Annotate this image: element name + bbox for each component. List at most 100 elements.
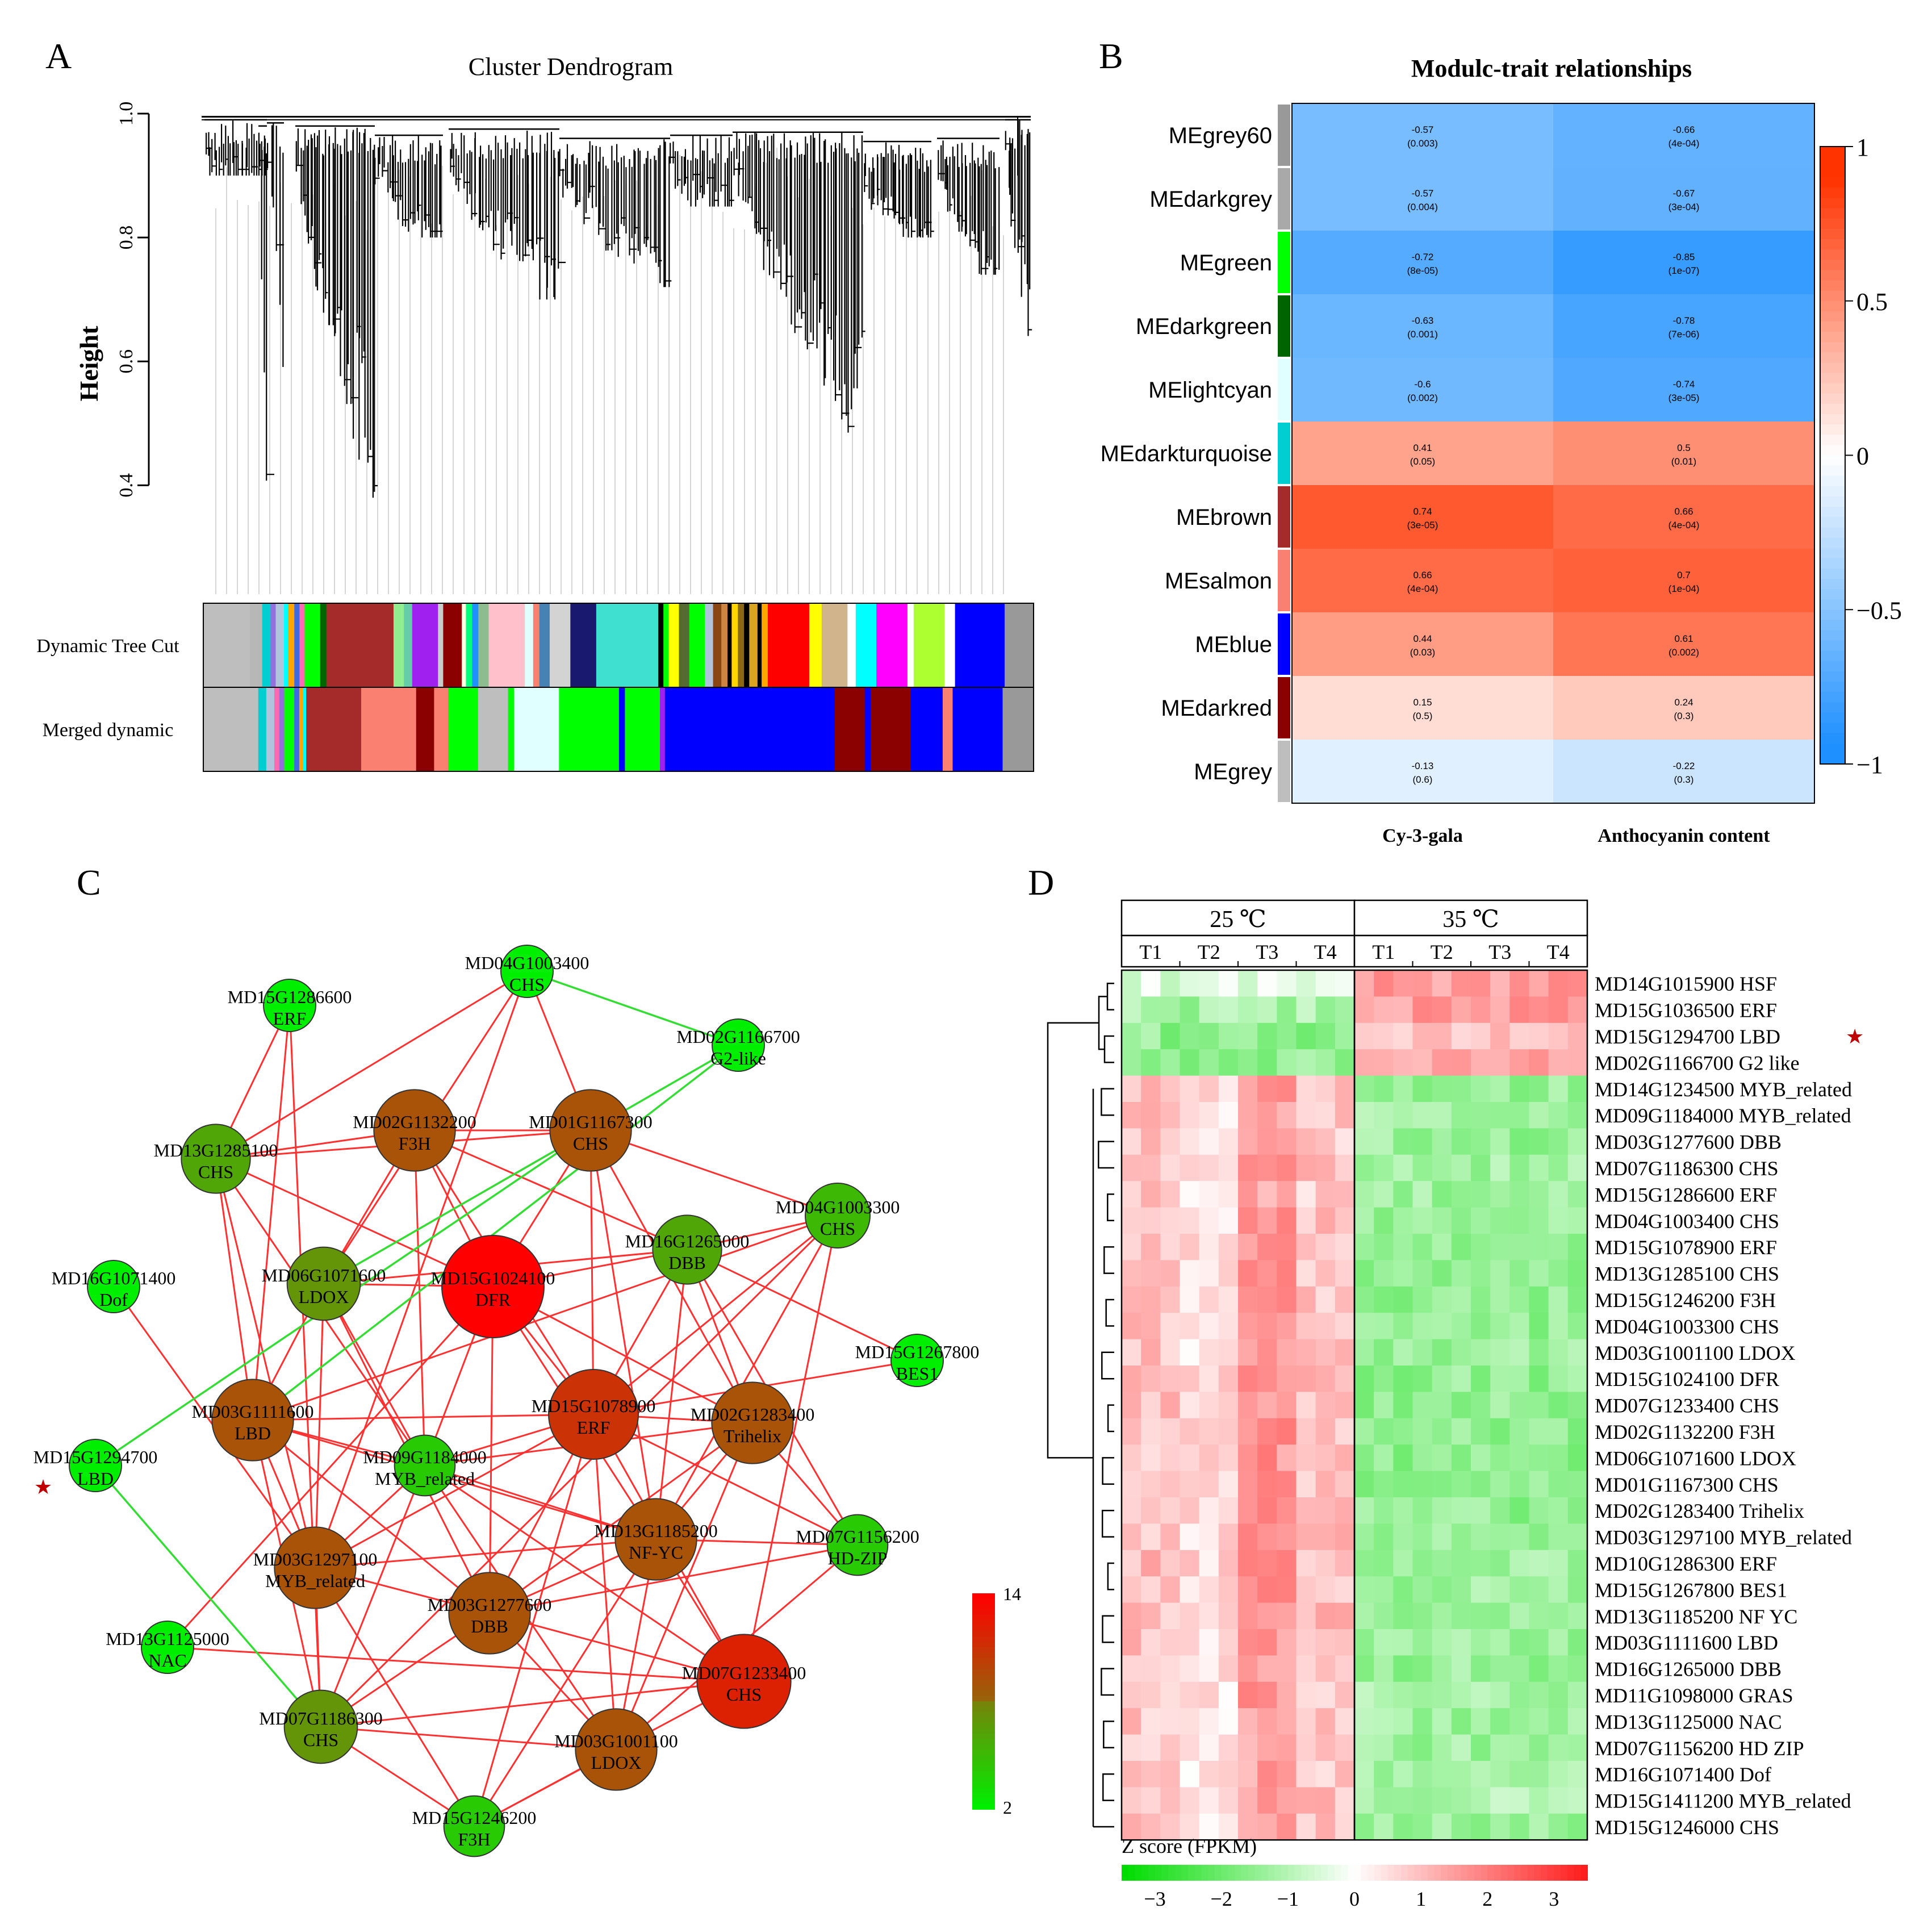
heatmap-cell [1354,1471,1374,1498]
colorbar-step [1820,640,1845,652]
colorbar-step [1820,568,1845,579]
heatmap-cell [1218,1813,1239,1840]
legend-tick-label: −2 [1211,1888,1232,1910]
colorbar-step [1820,435,1845,446]
heatmap-cell [1529,1418,1549,1445]
heatmap-cell [1199,1550,1219,1577]
heatmap-cell [1393,1286,1413,1313]
cell-pvalue: (1e-07) [1668,265,1700,276]
heatmap-cell [1257,1708,1277,1735]
heatmap-cell [1199,1523,1219,1551]
heatmap-cell [1122,1286,1141,1313]
node-gene-label: MD03G1001100 [554,1731,678,1751]
heatmap-cell [1315,1339,1336,1366]
gene-label: MD07G1156200 HD ZIP [1595,1737,1804,1760]
heatmap-cell [1451,1497,1471,1524]
heatmap-cell [1122,1181,1141,1208]
heatmap-cell [1471,1049,1491,1076]
heatmap-cell [1393,1708,1413,1735]
heatmap-cell [1432,970,1452,997]
heatmap-cell [1374,1234,1394,1260]
heatmap-cell [1180,1813,1200,1840]
legend-tick-label: −1 [1277,1888,1299,1910]
heatmap-cell [1490,1761,1510,1788]
heatmap-cell [1374,1022,1394,1050]
heatmap-cell [1141,1576,1161,1604]
cell-correlation: 0.74 [1413,506,1432,517]
heatmap-cell [1180,1418,1200,1445]
color-block [404,603,413,687]
heatmap-cell [1490,1181,1510,1208]
heatmap-cell [1160,1681,1180,1709]
colorbar-step [972,1674,995,1680]
heatmap-cell [1218,1154,1239,1181]
heatmap-cell [1548,1286,1569,1313]
heatmap-cell [1412,1497,1433,1524]
heatmap-cell [1393,1550,1413,1577]
heatmap-cell [1509,1075,1529,1103]
legend-step [1487,1865,1495,1881]
heatmap-cell [1335,1286,1355,1313]
network-edge-green [323,1044,739,1285]
heatmap-cell [1471,1523,1491,1551]
colorbar-step [972,1739,995,1745]
heatmap-cell [1180,1260,1200,1287]
heatmap-cell [1393,1576,1413,1604]
heatmap-cell [1509,1207,1529,1234]
heatmap-cell [1567,1234,1588,1260]
module-label: MEdarkgreen [1136,314,1272,339]
heatmap-cell [1509,1734,1529,1761]
heatmap-cell [1296,1655,1316,1682]
heatmap-cell [1412,996,1433,1024]
heatmap-cell [1471,1550,1491,1577]
heatmap-cell [1548,1022,1569,1050]
heatmap-cell [1548,1366,1569,1392]
heatmap-cell [1257,1523,1277,1551]
heatmap-cell [1553,612,1814,676]
heatmap-cell [1180,1708,1200,1735]
heatmap-cell [1218,1366,1239,1392]
colorbar-step [1820,352,1845,364]
heatmap-cell [1548,1602,1569,1630]
heatmap-cell [1257,1734,1277,1761]
heatmap-cell [1315,1444,1336,1472]
heatmap-cell [1257,1550,1277,1577]
heatmap-cell [1374,1813,1394,1840]
heatmap-cell [1257,970,1277,997]
colorbar-step [1820,177,1845,189]
panel-a-ylabel: Height [74,325,103,402]
heatmap-cell [1393,1207,1413,1234]
heatmap-cell [1567,1260,1588,1287]
heatmap-cell [1451,970,1471,997]
heatmap-cell [1160,1629,1180,1656]
heatmap-cell [1567,1550,1588,1577]
color-block [871,687,911,771]
node-gene-label: MD15G1246200 [412,1807,537,1828]
network-edge-green [94,1464,322,1728]
legend-step [1135,1865,1143,1881]
heatmap-cell [1218,1181,1239,1208]
heatmap-cell [1335,1128,1355,1155]
heatmap-cell [1122,1260,1141,1287]
heatmap-cell [1218,1392,1239,1419]
node-gene-label: MD02G1166700 [676,1026,800,1047]
dendrogram-cluster [206,120,268,176]
heatmap-cell [1471,1154,1491,1181]
colorbar-step [972,1680,995,1686]
heatmap-cell [1412,1022,1433,1050]
heatmap-cell [1451,1787,1471,1814]
heatmap-cell [1218,1550,1239,1577]
legend-step [1461,1865,1469,1881]
heatmap-cell [1374,1497,1394,1524]
heatmap-cell [1180,996,1200,1024]
heatmap-cell [1374,1392,1394,1419]
network-edge-red [424,1464,745,1682]
heatmap-cell [1354,1734,1374,1761]
heatmap-cell [1374,1075,1394,1103]
node-gene-label: MD07G1233400 [682,1663,806,1683]
heatmap-cell [1238,1787,1258,1814]
heatmap-cell [1122,996,1141,1024]
heatmap-cell [1296,1075,1316,1103]
heatmap-cell [1374,1286,1394,1313]
legend-tick-label: 3 [1549,1888,1559,1910]
